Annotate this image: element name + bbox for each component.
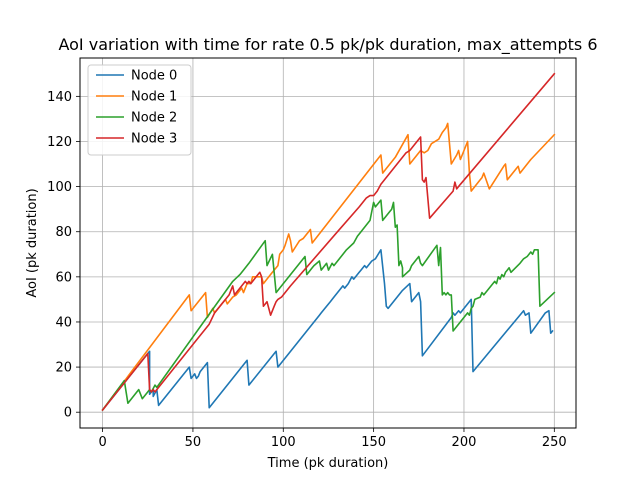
x-tick-label: 250 [542,435,567,450]
series-line-node-1 [101,122,556,412]
legend-box [87,64,192,156]
legend-label: Node 2 [131,111,177,126]
y-tick-label: 60 [55,270,72,285]
y-tick-label: 40 [55,315,72,330]
series-line-node-2 [101,199,556,412]
x-axis-label: Time (pk duration) [267,456,389,471]
x-tick-label: 50 [185,435,202,450]
y-tick-label: 80 [55,225,72,240]
x-tick-label: 150 [361,435,386,450]
y-tick-label: 140 [47,90,72,105]
x-tick-label: 100 [271,435,296,450]
y-tick-label: 0 [64,406,72,421]
y-tick-label: 120 [47,135,72,150]
series-line-node-3 [101,72,556,412]
grid-layer [80,58,576,428]
chart-title: AoI variation with time for rate 0.5 pk/… [58,35,597,55]
x-tick-label: 200 [452,435,477,450]
series-line-node-0 [101,249,554,412]
legend-label: Node 1 [131,90,177,105]
series-layer [101,72,556,412]
tick-layer: 0 50 100 150 200 250 0 20 40 60 80 100 120 140 [47,90,567,450]
y-tick-label: 20 [55,361,72,376]
legend-label: Node 3 [131,132,177,147]
y-axis-label: AoI (pk duration) [25,188,40,297]
x-tick-label: 0 [98,435,106,450]
plot-area-frame [79,57,577,429]
y-tick-label: 100 [47,180,72,195]
legend-label: Node 0 [131,69,177,84]
legend: Node 0 Node 1 Node 2 Node 3 [87,64,192,156]
